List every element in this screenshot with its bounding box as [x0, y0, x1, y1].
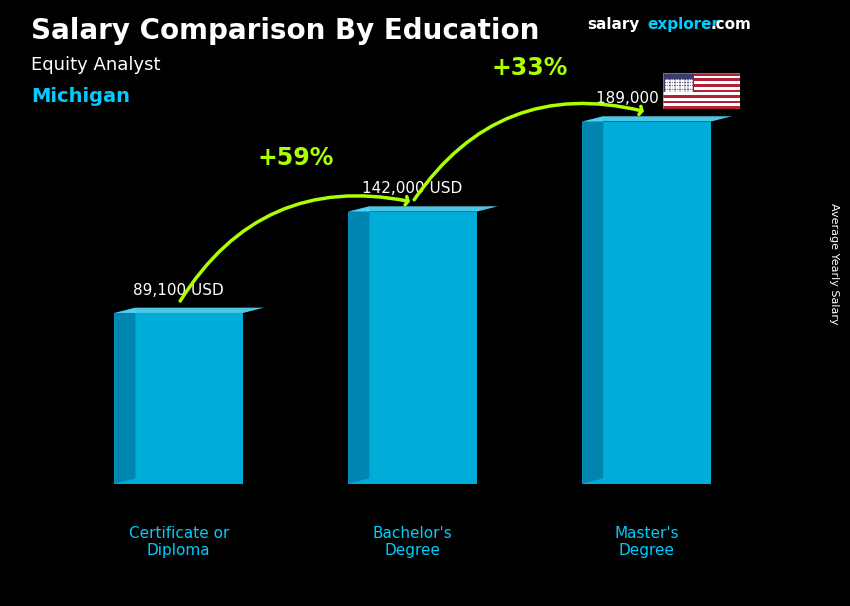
- Bar: [663, 98, 740, 101]
- Bar: [663, 101, 740, 104]
- Polygon shape: [115, 308, 135, 484]
- Text: Average Yearly Salary: Average Yearly Salary: [829, 202, 839, 324]
- Bar: [663, 90, 740, 92]
- Polygon shape: [115, 308, 264, 313]
- Bar: [663, 81, 740, 84]
- Text: Bachelor's
Degree: Bachelor's Degree: [373, 526, 452, 558]
- Bar: [663, 73, 740, 76]
- Bar: [663, 78, 740, 81]
- Text: Salary Comparison By Education: Salary Comparison By Education: [31, 16, 539, 45]
- Polygon shape: [115, 313, 243, 484]
- Text: Equity Analyst: Equity Analyst: [31, 56, 161, 74]
- Text: +59%: +59%: [258, 146, 334, 170]
- Bar: [663, 104, 740, 106]
- Bar: [663, 84, 740, 87]
- Bar: [663, 95, 740, 98]
- Text: +33%: +33%: [491, 56, 568, 80]
- Polygon shape: [582, 116, 732, 122]
- Polygon shape: [582, 116, 603, 484]
- Bar: [663, 106, 740, 109]
- Bar: [663, 87, 740, 90]
- Polygon shape: [348, 206, 498, 211]
- Text: Master's
Degree: Master's Degree: [615, 526, 679, 558]
- Text: 89,100 USD: 89,100 USD: [133, 282, 224, 298]
- Text: explorer: explorer: [647, 16, 719, 32]
- Text: 189,000 USD: 189,000 USD: [597, 92, 697, 106]
- Bar: [663, 92, 740, 95]
- Polygon shape: [582, 122, 711, 484]
- Text: salary: salary: [587, 16, 640, 32]
- Polygon shape: [348, 211, 477, 484]
- Text: 142,000 USD: 142,000 USD: [362, 181, 462, 196]
- Text: .com: .com: [711, 16, 751, 32]
- Bar: [663, 73, 694, 92]
- Text: Certificate or
Diploma: Certificate or Diploma: [128, 526, 229, 558]
- Bar: [663, 76, 740, 78]
- Polygon shape: [348, 206, 370, 484]
- Text: Michigan: Michigan: [31, 87, 130, 106]
